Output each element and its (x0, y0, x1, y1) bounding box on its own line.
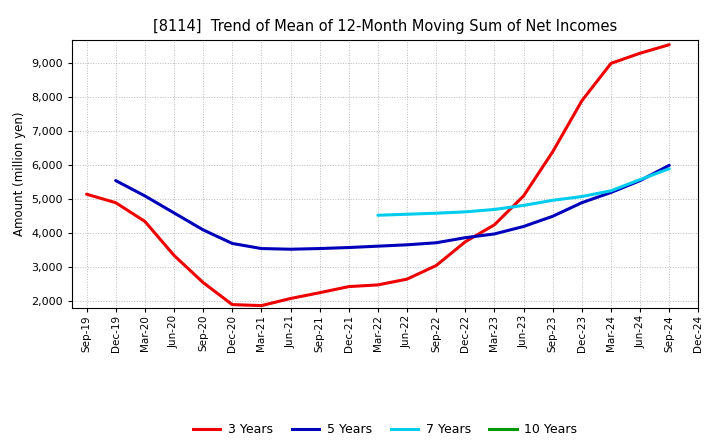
Title: [8114]  Trend of Mean of 12-Month Moving Sum of Net Incomes: [8114] Trend of Mean of 12-Month Moving … (153, 19, 617, 34)
Legend: 3 Years, 5 Years, 7 Years, 10 Years: 3 Years, 5 Years, 7 Years, 10 Years (188, 418, 582, 440)
Y-axis label: Amount (million yen): Amount (million yen) (13, 112, 26, 236)
